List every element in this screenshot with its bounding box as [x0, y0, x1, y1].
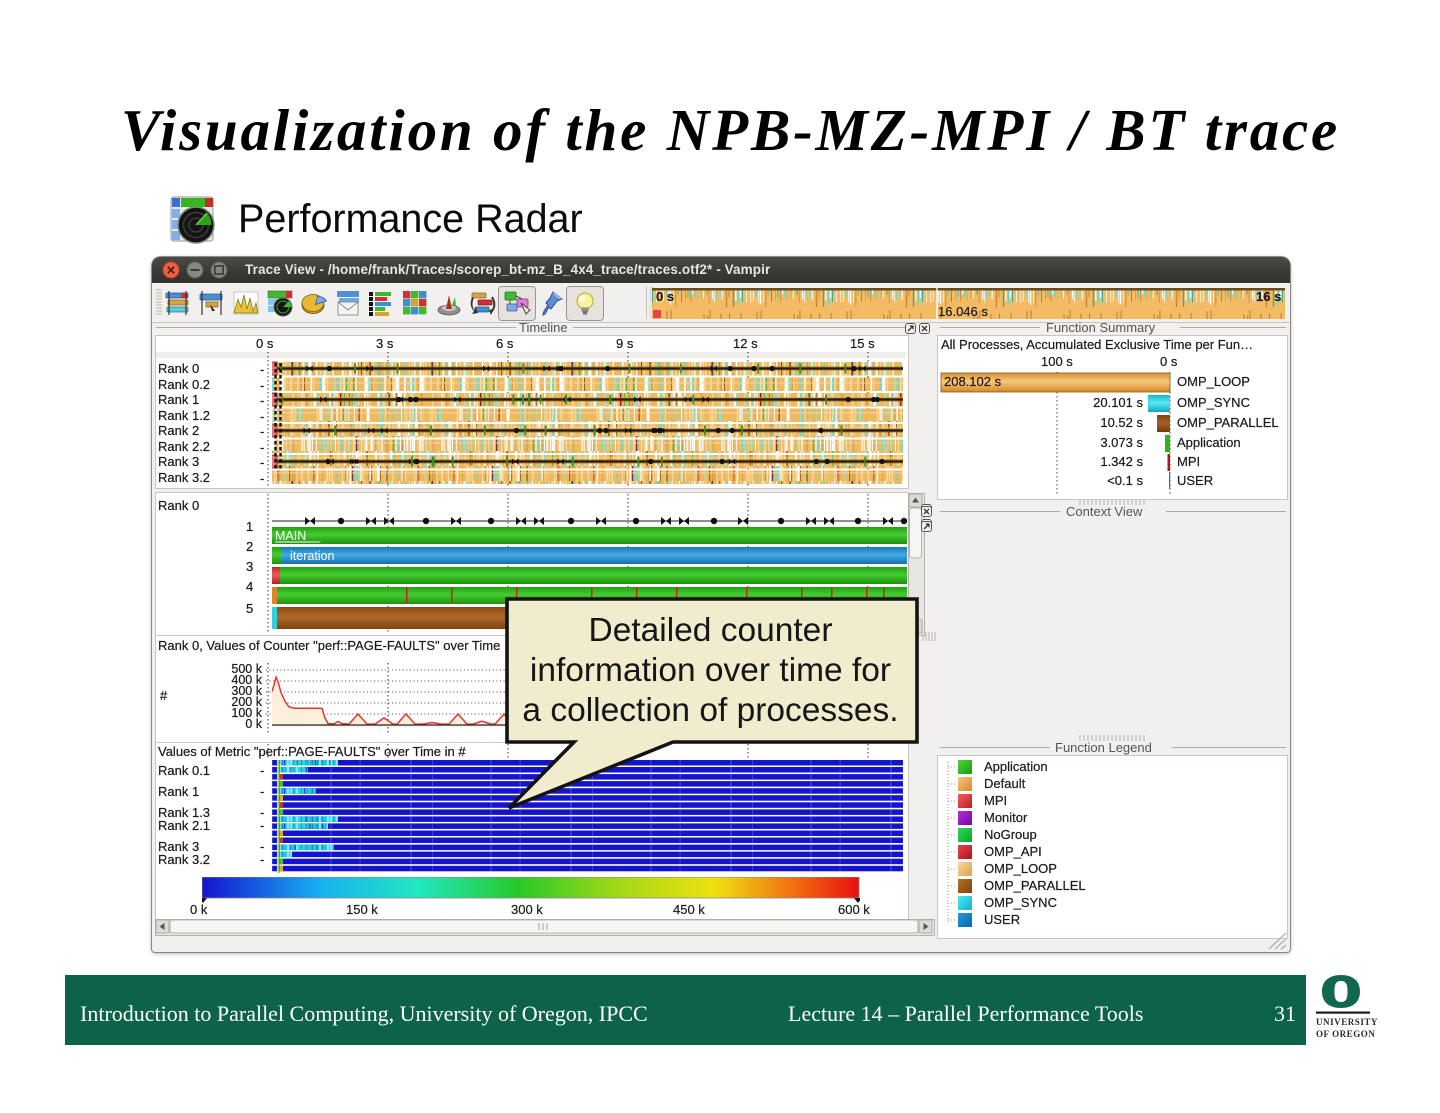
svg-text:iteration: iteration [290, 549, 335, 563]
svg-text:OF OREGON: OF OREGON [1316, 1029, 1375, 1039]
svg-text:MAIN__: MAIN__ [275, 529, 321, 543]
svg-text:UNIVERSITY: UNIVERSITY [1316, 1017, 1378, 1027]
